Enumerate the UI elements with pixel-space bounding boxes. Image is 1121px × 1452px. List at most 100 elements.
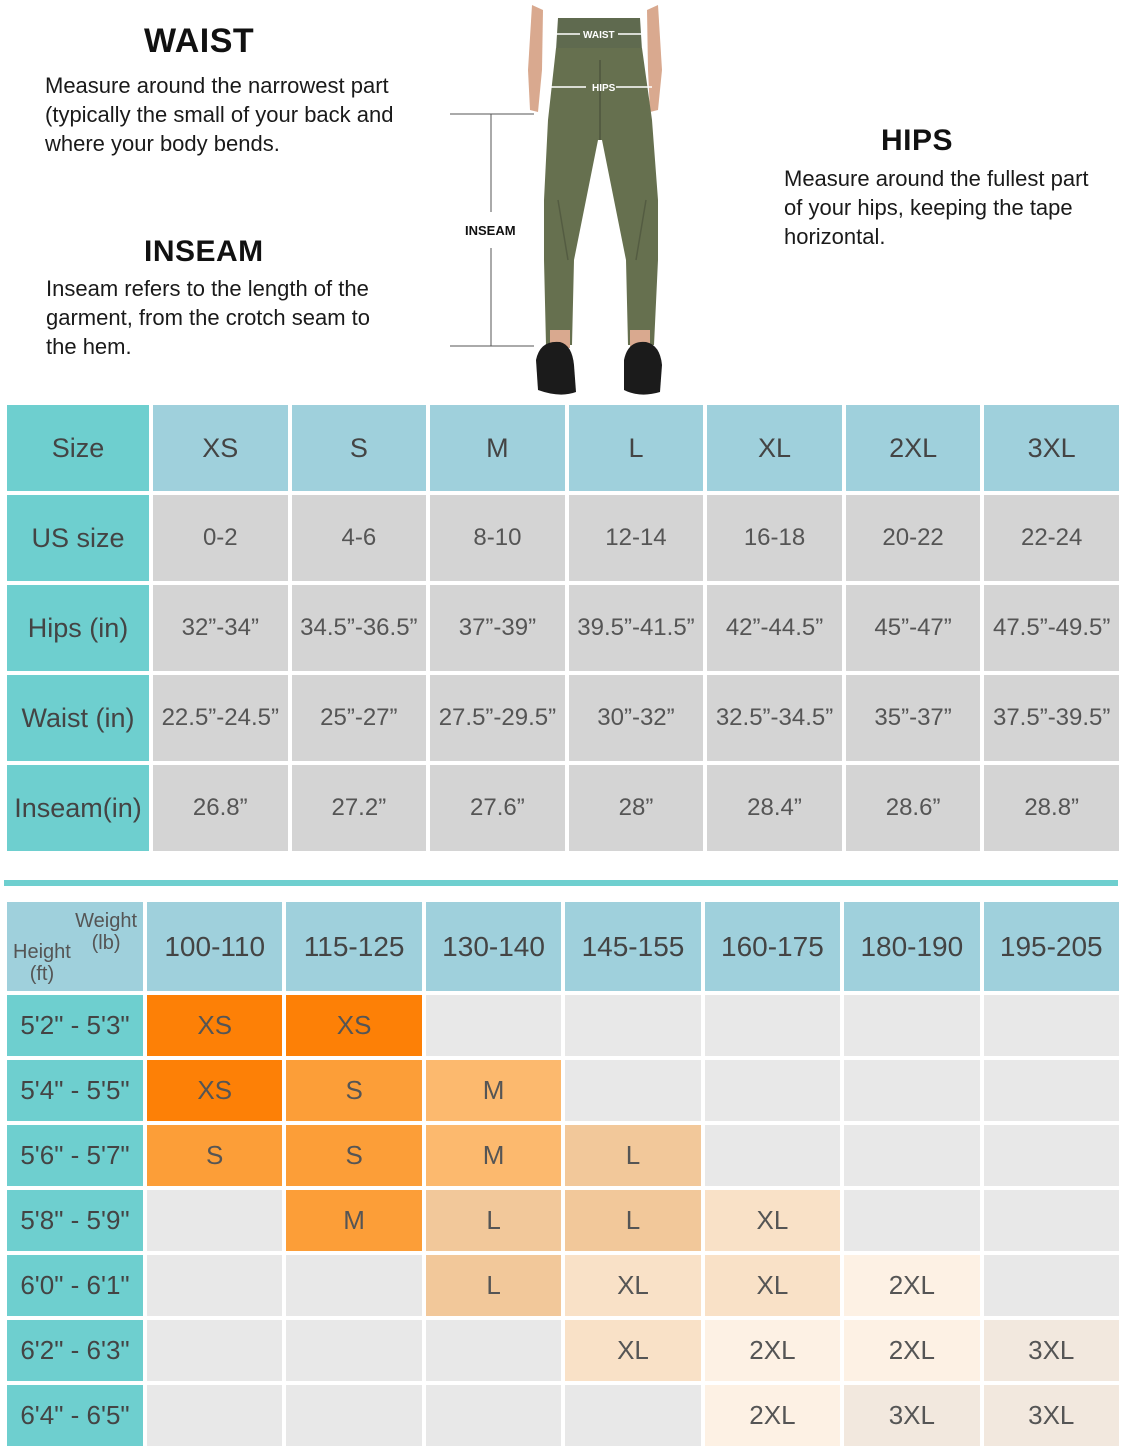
inseam-cell: 26.8” <box>153 765 288 851</box>
recommended-size-cell: L <box>425 1255 562 1316</box>
recommended-size-cell: XS <box>147 1060 283 1121</box>
inseam-cell: 28.8” <box>984 765 1119 851</box>
empty-size-cell <box>983 995 1119 1056</box>
row-label-us-size: US size <box>7 495 149 581</box>
recommended-size-cell: XL <box>565 1320 701 1381</box>
empty-size-cell <box>425 995 562 1056</box>
waist-cell: 22.5”-24.5” <box>153 675 288 761</box>
empty-size-cell <box>147 1320 283 1381</box>
empty-size-cell <box>565 995 701 1056</box>
height-row: 5'4" - 5'5" XS S M <box>7 1060 1119 1121</box>
recommended-size-cell: XS <box>286 995 422 1056</box>
empty-size-cell <box>286 1320 422 1381</box>
us-size-cell: 4-6 <box>291 495 427 581</box>
recommended-size-cell: L <box>565 1125 701 1186</box>
size-row: Size XS S M L XL 2XL 3XL <box>7 405 1119 491</box>
waist-cell: 27.5”-29.5” <box>430 675 565 761</box>
us-size-cell: 12-14 <box>568 495 704 581</box>
weight-header-cell: 115-125 <box>286 902 422 991</box>
height-label: 5'6" - 5'7" <box>7 1125 143 1186</box>
empty-size-cell <box>844 1125 980 1186</box>
waist-cell: 32.5”-34.5” <box>707 675 842 761</box>
hips-cell: 45”-47” <box>845 585 981 671</box>
waist-cell: 35”-37” <box>845 675 981 761</box>
recommended-size-cell: 2XL <box>704 1320 841 1381</box>
us-size-cell: 8-10 <box>430 495 565 581</box>
row-label-size: Size <box>7 405 149 491</box>
waist-title: WAIST <box>144 22 255 60</box>
weight-header-cell: 180-190 <box>844 902 980 991</box>
hips-description: Measure around the fullest part of your … <box>784 166 1089 249</box>
empty-size-cell <box>704 1125 841 1186</box>
us-size-cell: 0-2 <box>153 495 288 581</box>
figure-inseam-label: INSEAM <box>465 223 516 238</box>
leggings-figure: WAIST HIPS INSEAM <box>440 0 690 400</box>
size-chart: Size XS S M L XL 2XL 3XL US size 0-2 4-6… <box>3 401 1121 855</box>
row-label-inseam: Inseam(in) <box>7 765 149 851</box>
recommended-size-cell: M <box>286 1190 422 1251</box>
recommended-size-cell: S <box>286 1060 422 1121</box>
section-divider <box>4 880 1118 886</box>
inseam-cell: 28.6” <box>845 765 981 851</box>
leggings-illustration: WAIST HIPS INSEAM <box>450 5 662 395</box>
recommended-size-cell: 3XL <box>983 1320 1119 1381</box>
weight-header-cell: 160-175 <box>704 902 841 991</box>
inseam-cell: 28.4” <box>707 765 842 851</box>
waist-cell: 30”-32” <box>568 675 704 761</box>
size-cell: XS <box>153 405 288 491</box>
empty-size-cell <box>704 995 841 1056</box>
empty-size-cell <box>147 1385 283 1446</box>
size-cell: M <box>430 405 565 491</box>
empty-size-cell <box>565 1060 701 1121</box>
recommended-size-cell: L <box>425 1190 562 1251</box>
recommended-size-cell: 2XL <box>704 1385 841 1446</box>
row-label-hips: Hips (in) <box>7 585 149 671</box>
weight-header-cell: 195-205 <box>983 902 1119 991</box>
us-size-row: US size 0-2 4-6 8-10 12-14 16-18 20-22 2… <box>7 495 1119 581</box>
weight-header-row: Weight (lb) Height (ft) 100-110 115-125 … <box>7 902 1119 991</box>
recommended-size-cell: XL <box>704 1190 841 1251</box>
empty-size-cell <box>286 1255 422 1316</box>
recommended-size-cell: M <box>425 1125 562 1186</box>
corner-height-label: Height (ft) <box>13 941 71 985</box>
corner-weight-label: Weight (lb) <box>75 910 137 954</box>
recommended-size-cell: S <box>147 1125 283 1186</box>
row-label-waist: Waist (in) <box>7 675 149 761</box>
inseam-cell: 27.6” <box>430 765 565 851</box>
recommended-size-cell: 3XL <box>844 1385 980 1446</box>
height-label: 6'4" - 6'5" <box>7 1385 143 1446</box>
inseam-cell: 28” <box>568 765 704 851</box>
waist-description: Measure around the narrowest part (typic… <box>45 73 394 156</box>
height-row: 5'8" - 5'9" M L L XL <box>7 1190 1119 1251</box>
inseam-description: Inseam refers to the length of the garme… <box>46 276 371 359</box>
empty-size-cell <box>983 1125 1119 1186</box>
hips-cell: 42”-44.5” <box>707 585 842 671</box>
figure-hips-label: HIPS <box>592 83 616 94</box>
empty-size-cell <box>425 1320 562 1381</box>
recommended-size-cell: XL <box>565 1255 701 1316</box>
height-label: 5'8" - 5'9" <box>7 1190 143 1251</box>
us-size-cell: 16-18 <box>707 495 842 581</box>
recommended-size-cell: XS <box>147 995 283 1056</box>
hips-title: HIPS <box>881 124 954 157</box>
height-label: 5'4" - 5'5" <box>7 1060 143 1121</box>
height-row: 6'4" - 6'5" 2XL 3XL 3XL <box>7 1385 1119 1446</box>
empty-size-cell <box>565 1385 701 1446</box>
empty-size-cell <box>286 1385 422 1446</box>
empty-size-cell <box>147 1190 283 1251</box>
us-size-cell: 22-24 <box>984 495 1119 581</box>
weight-header-cell: 145-155 <box>565 902 701 991</box>
height-label: 6'0" - 6'1" <box>7 1255 143 1316</box>
waist-cell: 37.5”-39.5” <box>984 675 1119 761</box>
empty-size-cell <box>844 1060 980 1121</box>
recommended-size-cell: M <box>425 1060 562 1121</box>
corner-header: Weight (lb) Height (ft) <box>7 902 143 991</box>
recommended-size-cell: L <box>565 1190 701 1251</box>
hips-cell: 34.5”-36.5” <box>291 585 427 671</box>
us-size-cell: 20-22 <box>845 495 981 581</box>
inseam-title: INSEAM <box>144 235 264 268</box>
empty-size-cell <box>147 1255 283 1316</box>
hips-cell: 37”-39” <box>430 585 565 671</box>
height-label: 5'2" - 5'3" <box>7 995 143 1056</box>
size-cell: 3XL <box>984 405 1119 491</box>
